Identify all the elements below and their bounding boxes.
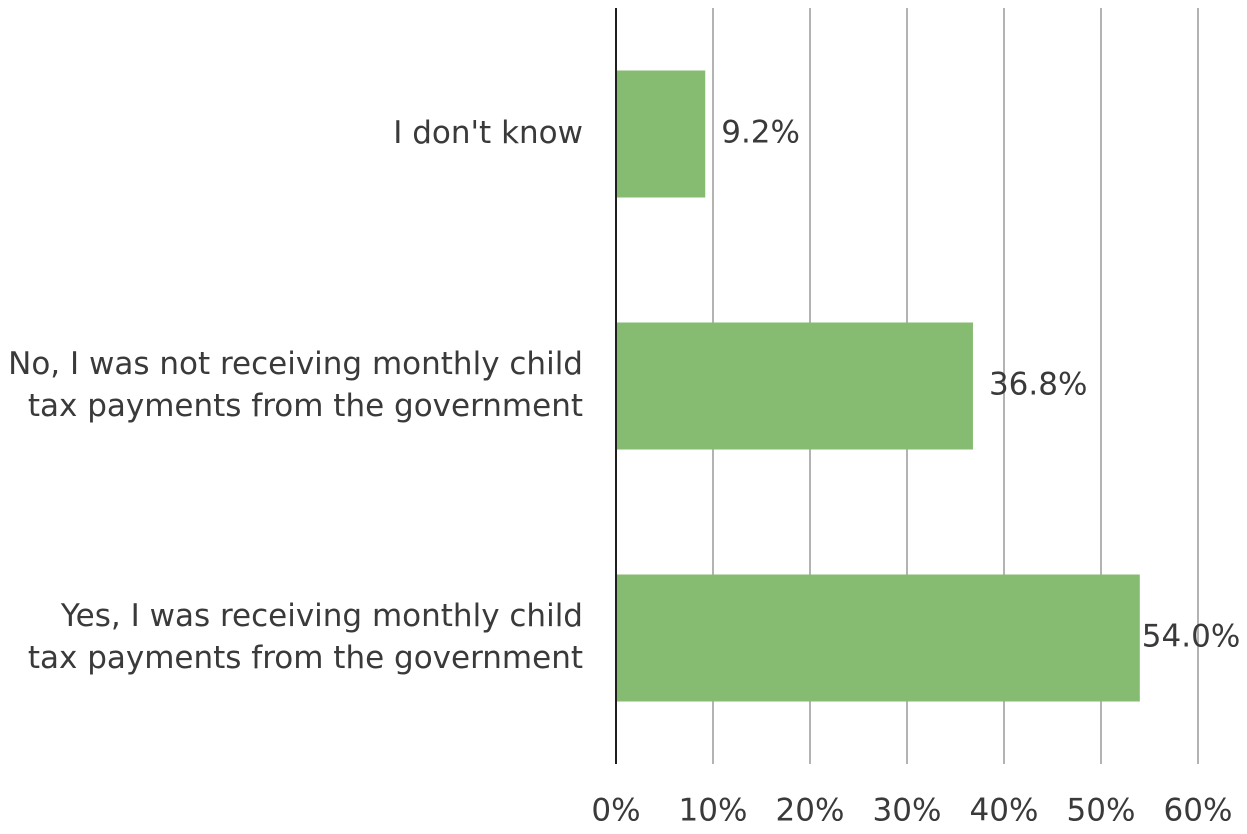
x-tick-label-60: 60% — [1164, 793, 1233, 829]
data-label-1: 36.8% — [989, 367, 1087, 403]
data-labels: 54.0% 36.8% 9.2% — [721, 115, 1240, 655]
x-tick-label-20: 20% — [776, 793, 845, 829]
x-tick-label-50: 50% — [1067, 793, 1136, 829]
bar-1 — [617, 322, 973, 450]
bar-2 — [617, 70, 706, 198]
category-label-0-line-0: Yes, I was receiving monthly child — [60, 598, 583, 634]
category-label-1-line-0: No, I was not receiving monthly child — [8, 346, 583, 382]
x-axis-tick-labels: 0% 10% 20% 30% 40% 50% 60% — [591, 793, 1232, 829]
data-label-0: 54.0% — [1142, 619, 1240, 655]
category-label-1: No, I was not receiving monthly child tax… — [8, 346, 583, 424]
category-label-2-line-0: I don't know — [393, 115, 583, 151]
x-tick-label-30: 30% — [873, 793, 942, 829]
bar-0 — [617, 574, 1140, 702]
category-labels: Yes, I was receiving monthly child tax pa… — [8, 115, 583, 676]
data-label-2: 9.2% — [721, 115, 800, 151]
x-tick-label-10: 10% — [679, 793, 748, 829]
x-tick-label-0: 0% — [591, 793, 640, 829]
category-label-1-line-1: tax payments from the government — [28, 388, 583, 424]
bars — [617, 70, 1140, 702]
category-label-2: I don't know — [393, 115, 583, 151]
x-tick-label-40: 40% — [970, 793, 1039, 829]
category-label-0: Yes, I was receiving monthly child tax pa… — [28, 598, 583, 676]
category-label-0-line-1: tax payments from the government — [28, 640, 583, 676]
